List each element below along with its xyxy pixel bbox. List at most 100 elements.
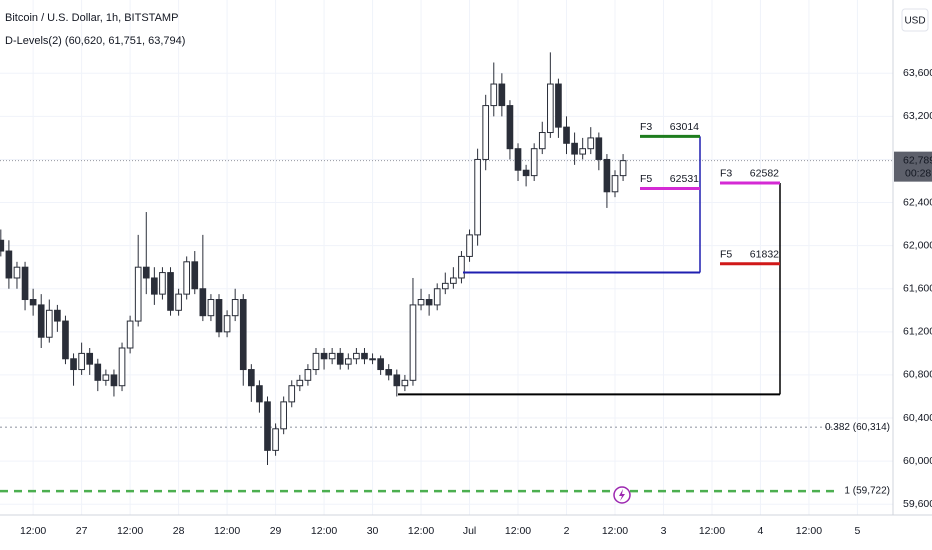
candle-body [142, 266, 150, 279]
candle-body [126, 320, 134, 349]
candle-body [409, 304, 417, 381]
candle-body [215, 299, 223, 333]
candle-body [441, 282, 449, 290]
last-price-label: 62,789 [903, 154, 932, 166]
candle-body [320, 352, 328, 360]
candle-body [304, 369, 312, 381]
candle-body [231, 299, 239, 317]
event-icon[interactable] [613, 486, 631, 504]
axes: 59,600 60,000 60,400 60,800 61,200 61,600 62,0… [20, 67, 932, 537]
x-tick-label: Jul [463, 525, 476, 537]
candle-body [223, 315, 231, 333]
chart-title: Bitcoin / U.S. Dollar, 1h, BITSTAMP [5, 12, 178, 24]
y-tick-label: 61,600 [903, 283, 932, 295]
candle-body [167, 272, 174, 311]
candle-body [0, 239, 5, 252]
currency-button[interactable] [901, 8, 929, 32]
level-value: 62531 [670, 173, 699, 185]
candle-body [369, 358, 376, 361]
x-tick-label: 12:00 [20, 525, 46, 537]
candle-body [425, 299, 433, 306]
currency-label[interactable]: USD [904, 16, 925, 27]
level-tag: F3 [720, 168, 732, 180]
candle-body [611, 175, 619, 193]
x-tick-label: 30 [367, 525, 379, 537]
candle-body [288, 385, 296, 403]
candle-body [563, 126, 570, 144]
candle-body [530, 148, 538, 177]
x-tick-label: 3 [661, 525, 667, 537]
candle-body [377, 358, 384, 371]
candle-body [118, 347, 126, 387]
event-bolt[interactable] [619, 489, 625, 501]
candle-body [45, 309, 53, 338]
candle-body [272, 428, 279, 451]
candle-body [401, 379, 409, 387]
candle-body [361, 352, 368, 360]
candle-body [54, 309, 61, 322]
candle-body [538, 132, 546, 150]
candle-body [102, 374, 110, 381]
y-tick-label: 60,400 [903, 412, 932, 424]
candle-body [353, 352, 360, 360]
candle-body [595, 137, 603, 160]
candle-body [336, 352, 344, 365]
candle-body [474, 158, 481, 236]
candle-body [175, 293, 182, 311]
candle-body [86, 352, 94, 365]
candle-body [296, 379, 304, 387]
candle-body [385, 369, 393, 376]
candle-body [344, 358, 352, 365]
candle-body [21, 266, 29, 301]
level-value: 61832 [750, 249, 779, 261]
candle-body [328, 352, 336, 360]
candle-body [264, 401, 271, 451]
y-tick-label: 62,000 [903, 239, 932, 251]
candle-body [619, 160, 627, 177]
candle-body [312, 352, 320, 371]
candle-body [450, 277, 457, 284]
candle-body [70, 358, 77, 371]
y-tick-label: 60,000 [903, 455, 932, 467]
candle-body [280, 401, 287, 430]
candle-body [199, 288, 207, 317]
level-value: 63014 [670, 121, 699, 133]
candle-body [522, 169, 530, 177]
grid [0, 0, 893, 515]
candle-body [514, 148, 522, 171]
candle-body [239, 299, 247, 371]
x-tick-label: 27 [76, 525, 88, 537]
candle-body [466, 234, 473, 257]
indicator-label: D-Levels(2) (60,620, 61,751, 63,794) [5, 35, 185, 47]
x-tick-label: 12:00 [311, 525, 337, 537]
candle-body [13, 266, 21, 279]
x-tick-label: 29 [270, 525, 282, 537]
y-tick-label: 60,800 [903, 369, 932, 381]
x-tick-label: 28 [173, 525, 185, 537]
candle-body [547, 83, 554, 134]
candle-body [579, 148, 587, 155]
candle-body [62, 320, 69, 360]
candle-body [29, 299, 37, 306]
candle-body [159, 272, 166, 295]
countdown-label: 00:28 [905, 167, 931, 179]
candle-body [458, 255, 465, 279]
x-tick-label: 2 [564, 525, 570, 537]
x-tick-label: 12:00 [117, 525, 143, 537]
y-tick-label: 63,200 [903, 110, 932, 122]
candle-body [433, 288, 441, 306]
x-tick-label: 12:00 [602, 525, 628, 537]
candle-body [498, 83, 506, 107]
candle-body [151, 277, 158, 295]
candle-body [37, 304, 45, 338]
candle-body [191, 261, 199, 290]
level-tag: F5 [640, 173, 652, 185]
candle-body [506, 105, 514, 150]
candle-body [482, 105, 490, 160]
candle-body [110, 374, 118, 387]
x-tick-label: 5 [855, 525, 861, 537]
candle-body [587, 137, 595, 150]
candle-body [5, 250, 13, 279]
candle-body [417, 299, 425, 306]
